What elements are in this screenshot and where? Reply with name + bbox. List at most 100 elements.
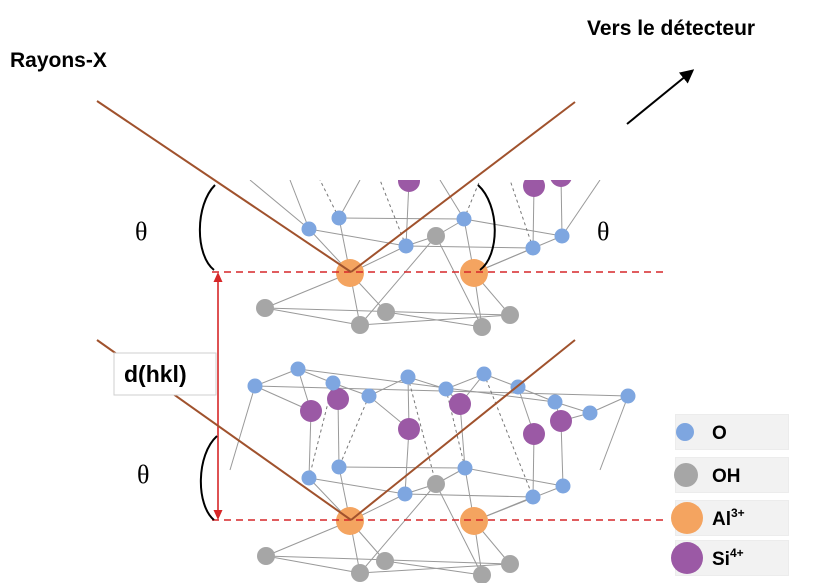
reflected-ray-top xyxy=(350,101,576,273)
top-bond xyxy=(264,307,361,326)
bottom-bond xyxy=(404,493,534,498)
bottom-atom-oh xyxy=(473,566,491,583)
bottom-atom-o xyxy=(582,405,598,421)
bottom-atom-o xyxy=(438,381,454,397)
top-bond-dashed xyxy=(379,180,407,247)
bottom-atom-o xyxy=(620,388,636,404)
legend-label-oh: OH xyxy=(712,466,741,487)
theta-arc-bottom-left xyxy=(199,435,218,521)
incident-label: Rayons-X xyxy=(10,49,107,72)
crystal-layer-top xyxy=(249,180,601,336)
top-bond xyxy=(289,180,310,230)
legend-swatch-al xyxy=(671,502,703,534)
bottom-atom-o xyxy=(325,375,341,391)
bottom-bond xyxy=(384,560,483,576)
theta-top-right: θ xyxy=(597,217,609,246)
spacing-label-box xyxy=(113,352,217,396)
bottom-atom-o xyxy=(331,459,347,475)
bottom-bond xyxy=(464,467,564,487)
bottom-bond xyxy=(265,520,351,557)
bottom-atom-si xyxy=(398,418,420,440)
bottom-bond xyxy=(435,483,483,576)
top-atom-oh xyxy=(256,299,274,317)
top-atom-o xyxy=(301,221,317,237)
top-atom-si xyxy=(550,180,572,187)
top-bond xyxy=(249,180,310,230)
bottom-atom-al xyxy=(460,507,488,535)
top-bond xyxy=(308,228,407,247)
bottom-atom-o xyxy=(547,394,563,410)
theta-top-left: θ xyxy=(135,217,147,246)
bottom-atom-oh xyxy=(376,552,394,570)
bottom-bond-dashed xyxy=(308,382,334,479)
top-atom-o xyxy=(525,240,541,256)
bottom-bond xyxy=(599,395,629,471)
crystal-layer-bottom xyxy=(229,361,636,583)
spacing-arrow-head-top xyxy=(213,272,223,282)
bottom-atom-si xyxy=(523,423,545,445)
top-bond xyxy=(359,314,511,326)
bottom-bond xyxy=(254,368,299,387)
bottom-bond xyxy=(473,485,564,522)
top-bond xyxy=(473,235,563,274)
bottom-atom-o xyxy=(400,369,416,385)
bottom-bond-dashed xyxy=(338,395,370,468)
top-bond xyxy=(338,217,465,220)
theta-bottom-left: θ xyxy=(137,460,149,489)
top-bond xyxy=(385,311,483,328)
bottom-bond xyxy=(359,563,511,574)
bottom-bond xyxy=(308,477,406,495)
legend-swatch-oh xyxy=(674,463,698,487)
detector-arrow xyxy=(626,69,695,125)
top-bond xyxy=(264,272,351,309)
bottom-bond xyxy=(338,466,466,469)
top-atom-oh xyxy=(501,306,519,324)
bottom-atom-o xyxy=(361,388,377,404)
bottom-atom-o xyxy=(476,366,492,382)
top-atom-o xyxy=(331,210,347,226)
reflected-ray-bottom xyxy=(350,339,576,521)
top-atom-oh xyxy=(427,227,445,245)
bottom-bond-dashed xyxy=(407,376,437,485)
legend-label-si: Si4+ xyxy=(712,546,744,570)
bottom-atom-oh xyxy=(257,547,275,565)
incident-ray-top xyxy=(96,100,352,273)
detector-label: Vers le détecteur xyxy=(587,17,755,40)
bottom-atom-o xyxy=(525,489,541,505)
bottom-atom-o xyxy=(555,478,571,494)
spacing-label: d(hkl) xyxy=(124,361,187,387)
bottom-bond xyxy=(308,410,312,479)
top-atom-oh xyxy=(351,316,369,334)
top-bond xyxy=(359,235,437,326)
bottom-bond xyxy=(337,398,340,468)
top-atom-si xyxy=(398,180,420,192)
bottom-bond xyxy=(297,368,556,403)
top-atom-al xyxy=(336,259,364,287)
bottom-atom-oh xyxy=(501,555,519,573)
theta-arc-top-left xyxy=(198,184,216,271)
spacing-arrow-head-bottom xyxy=(213,510,223,520)
top-atom-oh xyxy=(377,303,395,321)
bottom-atom-o xyxy=(247,378,263,394)
bottom-atom-si xyxy=(327,388,349,410)
legend: O OH Al3+ Si4+ xyxy=(671,423,745,574)
top-atom-oh xyxy=(473,318,491,336)
top-bond xyxy=(463,218,563,237)
legend-label-o: O xyxy=(712,423,727,444)
top-atom-o xyxy=(398,238,414,254)
legend-swatch-o xyxy=(676,423,694,441)
bottom-bond xyxy=(265,555,361,574)
bottom-bond-dashed xyxy=(483,373,534,498)
bottom-bond xyxy=(359,483,437,574)
bottom-atom-si xyxy=(300,400,322,422)
bottom-atom-oh xyxy=(427,475,445,493)
theta-arc-top-right xyxy=(477,184,496,271)
top-atom-o xyxy=(456,211,472,227)
bottom-bond xyxy=(229,385,256,471)
bottom-atom-si xyxy=(449,393,471,415)
bottom-atom-si xyxy=(550,410,572,432)
top-bond xyxy=(439,180,465,220)
top-atom-al xyxy=(460,259,488,287)
bottom-atom-oh xyxy=(351,564,369,582)
